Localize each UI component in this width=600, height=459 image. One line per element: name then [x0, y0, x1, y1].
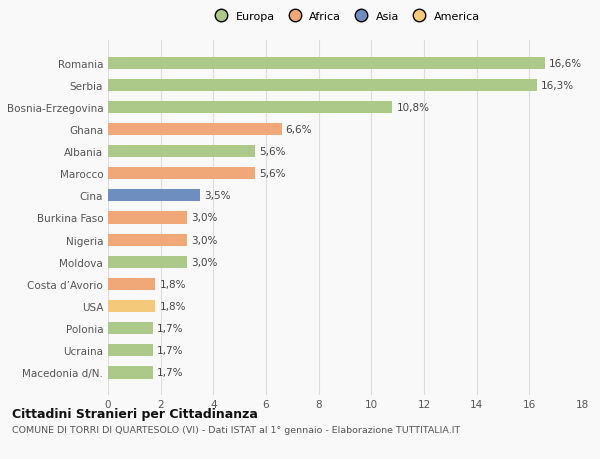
Text: 3,0%: 3,0% [191, 213, 217, 223]
Bar [108, 212, 187, 224]
Text: 1,7%: 1,7% [157, 368, 183, 378]
Text: Cittadini Stranieri per Cittadinanza: Cittadini Stranieri per Cittadinanza [12, 407, 258, 420]
Text: 1,8%: 1,8% [160, 279, 186, 289]
Bar [108, 344, 153, 357]
Bar [108, 101, 392, 114]
Text: 1,8%: 1,8% [160, 302, 186, 311]
Text: 16,3%: 16,3% [541, 80, 574, 90]
Bar [108, 256, 187, 268]
Bar [108, 57, 545, 69]
Bar [108, 79, 537, 92]
Bar [108, 367, 153, 379]
Text: 1,7%: 1,7% [157, 346, 183, 356]
Text: 5,6%: 5,6% [259, 147, 286, 157]
Legend: Europa, Africa, Asia, America: Europa, Africa, Asia, America [210, 11, 480, 22]
Text: COMUNE DI TORRI DI QUARTESOLO (VI) - Dati ISTAT al 1° gennaio - Elaborazione TUT: COMUNE DI TORRI DI QUARTESOLO (VI) - Dat… [12, 425, 460, 434]
Text: 1,7%: 1,7% [157, 324, 183, 333]
Bar [108, 168, 256, 180]
Text: 10,8%: 10,8% [397, 103, 430, 112]
Text: 5,6%: 5,6% [259, 169, 286, 179]
Text: 6,6%: 6,6% [286, 125, 312, 134]
Text: 16,6%: 16,6% [549, 58, 582, 68]
Bar [108, 300, 155, 313]
Bar [108, 278, 155, 291]
Text: 3,0%: 3,0% [191, 235, 217, 245]
Bar [108, 146, 256, 158]
Bar [108, 322, 153, 335]
Bar [108, 234, 187, 246]
Bar [108, 123, 282, 136]
Text: 3,5%: 3,5% [204, 191, 230, 201]
Bar [108, 190, 200, 202]
Text: 3,0%: 3,0% [191, 257, 217, 267]
